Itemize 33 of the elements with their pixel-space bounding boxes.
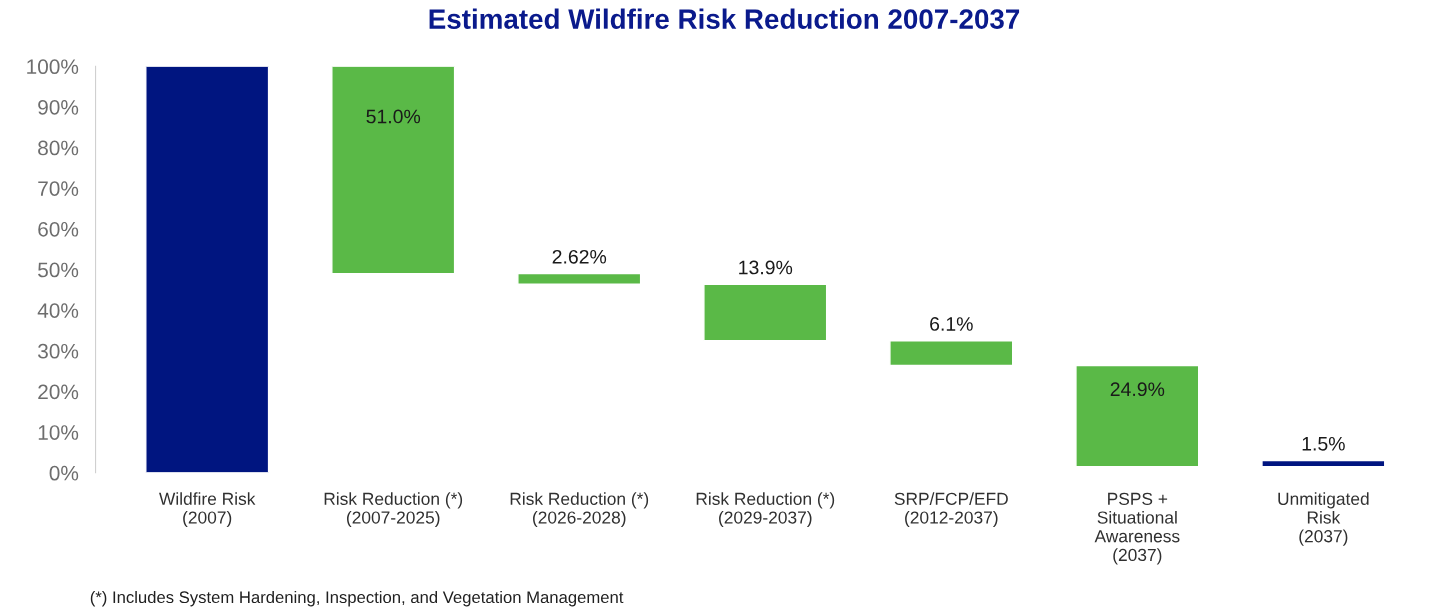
y-tick-label: 0% xyxy=(49,465,79,481)
x-tick-label: Unmitigated Risk (2037) xyxy=(1278,492,1369,546)
bar xyxy=(1261,459,1386,468)
x-tick-label: Risk Reduction (*) (2026-2028) xyxy=(510,492,649,528)
x-tick-label: Wildfire Risk (2007) xyxy=(159,492,256,528)
y-tick-label: 30% xyxy=(38,343,79,359)
bar xyxy=(331,66,456,275)
y-tick-label: 100% xyxy=(27,59,79,75)
y-tick-label: 20% xyxy=(38,384,79,400)
text: (*) Includes System Hardening, Inspection, and Vegetation Management xyxy=(90,590,624,607)
y-tick-label: 40% xyxy=(37,303,79,318)
y-tick-label: 80% xyxy=(38,140,79,156)
chart-title: Estimated Wildfire Risk Reduction 2007-2037 xyxy=(429,8,1020,29)
y-tick-label: 10% xyxy=(38,425,79,440)
data-label: 51.0% xyxy=(366,109,421,124)
x-tick-label: PSPS + Situational Awareness (2037) xyxy=(1094,492,1180,565)
y-tick-label: 50% xyxy=(38,262,79,278)
y-tick-label: 90% xyxy=(38,99,79,115)
x-tick-label: Risk Reduction (*) (2029-2037) xyxy=(696,492,835,528)
bar xyxy=(517,272,642,285)
data-label: 1.5% xyxy=(1302,436,1345,451)
data-label: 6.1% xyxy=(930,317,973,331)
bar xyxy=(1075,364,1200,468)
x-tick-label: Risk Reduction (*) (2007-2025) xyxy=(324,492,463,528)
y-tick-label: 60% xyxy=(38,221,79,237)
data-label: 2.62% xyxy=(552,249,607,264)
x-tick-label: SRP/FCP/EFD (2012-2037) xyxy=(894,492,1008,528)
data-label: 24.9% xyxy=(1110,382,1165,397)
bar xyxy=(703,283,828,342)
data-label: 13.9% xyxy=(739,260,793,275)
bar xyxy=(889,340,1014,367)
y-tick-label: 70% xyxy=(38,181,79,197)
bar xyxy=(145,66,270,473)
